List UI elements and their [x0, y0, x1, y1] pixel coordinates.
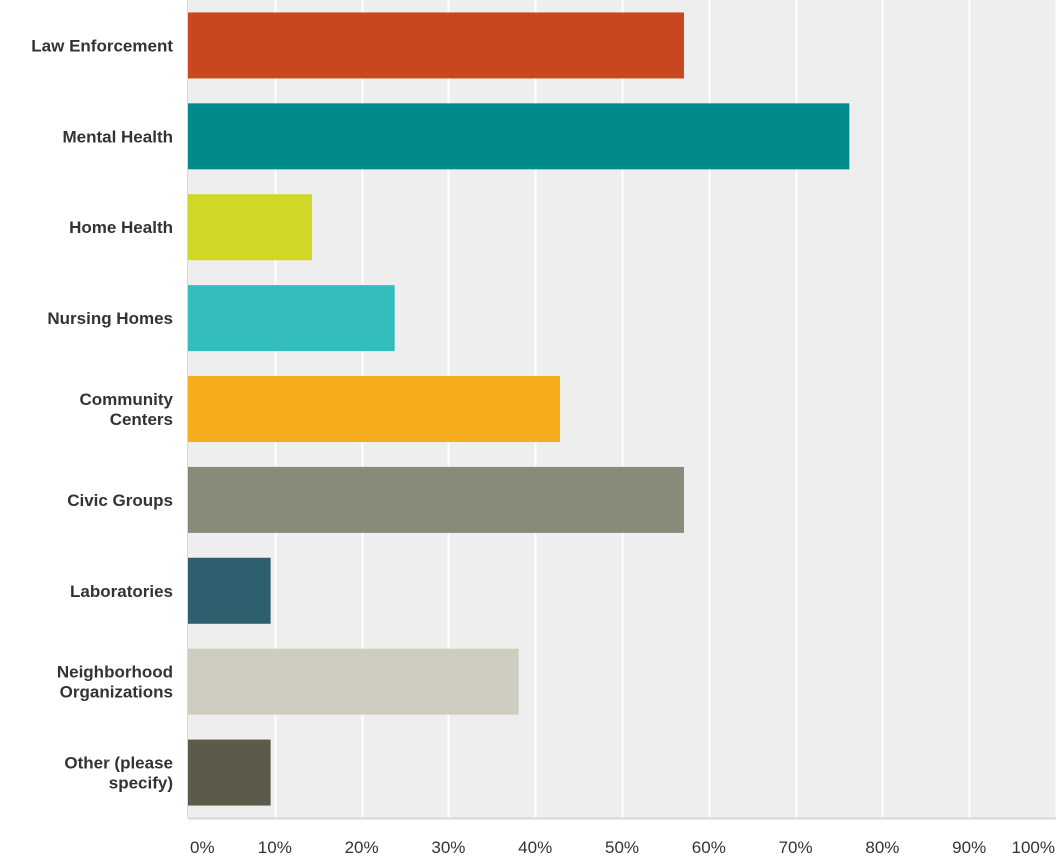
category-label: Civic Groups: [67, 491, 173, 510]
category-label: Law Enforcement: [31, 36, 173, 55]
bar: [188, 557, 271, 624]
category-label-line: Community: [80, 390, 174, 409]
x-tick-label: 50%: [605, 838, 639, 857]
category-label-line: Neighborhood: [57, 663, 173, 682]
category-label-line: Organizations: [60, 683, 173, 702]
category-label-line: Home Health: [69, 218, 173, 237]
bar: [188, 376, 561, 442]
bar: [188, 194, 313, 261]
bars: [188, 12, 850, 806]
category-labels: Law Enforcement Mental Health Home Health N…: [31, 36, 173, 792]
category-label: Community Centers: [80, 390, 174, 429]
category-label-line: Mental Health: [62, 127, 173, 146]
bar: [188, 103, 850, 170]
bar: [188, 466, 684, 533]
x-tick-label: 40%: [518, 838, 552, 857]
category-label: Other (please specify): [64, 754, 173, 793]
category-label: Home Health: [69, 218, 173, 237]
bar: [188, 12, 684, 79]
x-tick-label: 90%: [952, 838, 986, 857]
bar: [188, 648, 519, 715]
x-tick-label: 80%: [865, 838, 899, 857]
x-tick-label: 10%: [258, 838, 292, 857]
x-tick-labels: 0% 10% 20% 30% 40% 50% 60% 70% 80% 90% 100%: [190, 838, 1055, 857]
category-label-line: Civic Groups: [67, 491, 173, 510]
x-tick-label: 0%: [190, 838, 215, 857]
x-tick-label: 70%: [779, 838, 813, 857]
category-label-line: Nursing Homes: [47, 309, 173, 328]
category-label: Laboratories: [70, 582, 173, 601]
bar: [188, 739, 271, 806]
x-tick-label: 100%: [1012, 838, 1055, 857]
category-label: Mental Health: [62, 127, 173, 146]
x-tick-label: 60%: [692, 838, 726, 857]
bar: [188, 285, 395, 352]
category-label-line: Centers: [110, 410, 173, 429]
category-label-line: Law Enforcement: [31, 36, 173, 55]
category-label-line: specify): [109, 774, 173, 793]
x-tick-label: 20%: [345, 838, 379, 857]
x-tick-label: 30%: [431, 838, 465, 857]
category-label-line: Other (please: [64, 754, 173, 773]
category-label: Neighborhood Organizations: [57, 663, 173, 702]
category-label-line: Laboratories: [70, 582, 173, 601]
category-label: Nursing Homes: [47, 309, 173, 328]
